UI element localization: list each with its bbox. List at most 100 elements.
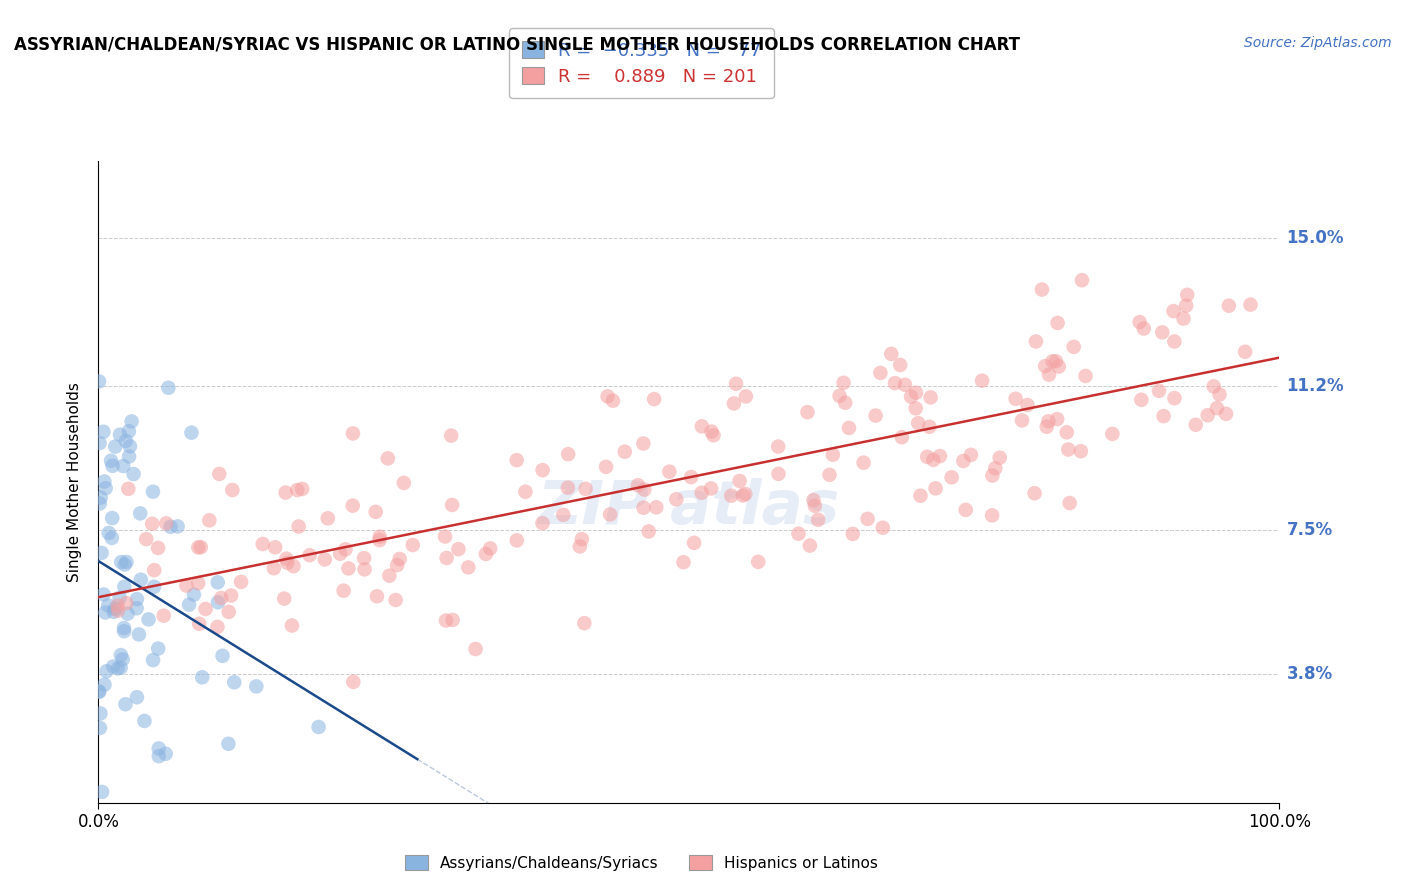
Point	[378, 568, 401, 582]
Point	[377, 451, 399, 466]
Point	[735, 389, 758, 403]
Point	[110, 661, 132, 675]
Point	[134, 714, 156, 728]
Point	[194, 602, 217, 616]
Point	[129, 573, 152, 587]
Point	[264, 541, 287, 555]
Point	[91, 785, 114, 799]
Point	[180, 425, 202, 440]
Point	[1070, 444, 1092, 458]
Point	[602, 393, 624, 408]
Point	[117, 482, 139, 496]
Point	[342, 674, 364, 689]
Point	[94, 606, 117, 620]
Point	[125, 690, 148, 705]
Point	[728, 474, 751, 488]
Point	[832, 376, 855, 390]
Point	[112, 458, 135, 473]
Point	[1239, 298, 1261, 312]
Point	[89, 496, 111, 510]
Point	[1042, 354, 1064, 368]
Point	[353, 551, 375, 566]
Point	[981, 508, 1004, 523]
Point	[107, 599, 129, 613]
Point	[263, 561, 285, 575]
Point	[434, 530, 457, 544]
Point	[637, 524, 659, 539]
Point	[93, 425, 115, 439]
Point	[101, 458, 124, 473]
Point	[112, 621, 135, 635]
Point	[146, 541, 169, 555]
Point	[787, 526, 810, 541]
Point	[314, 552, 336, 566]
Point	[724, 376, 747, 391]
Point	[464, 642, 486, 657]
Point	[148, 749, 170, 764]
Point	[245, 680, 267, 694]
Point	[1046, 412, 1069, 426]
Point	[842, 527, 865, 541]
Point	[1045, 354, 1067, 368]
Point	[281, 618, 304, 632]
Point	[681, 470, 703, 484]
Point	[117, 607, 139, 621]
Point	[1152, 326, 1174, 340]
Point	[941, 470, 963, 484]
Point	[1047, 359, 1070, 374]
Point	[342, 499, 364, 513]
Point	[1163, 304, 1185, 318]
Point	[658, 465, 681, 479]
Point	[683, 536, 706, 550]
Point	[112, 580, 135, 594]
Point	[110, 555, 132, 569]
Point	[1033, 359, 1056, 373]
Point	[910, 489, 932, 503]
Point	[143, 563, 166, 577]
Point	[613, 444, 636, 458]
Point	[1101, 426, 1123, 441]
Point	[553, 508, 575, 522]
Point	[633, 483, 655, 497]
Point	[208, 467, 231, 481]
Point	[384, 593, 406, 607]
Point	[364, 505, 387, 519]
Point	[952, 454, 974, 468]
Point	[93, 475, 115, 489]
Text: Source: ZipAtlas.com: Source: ZipAtlas.com	[1244, 36, 1392, 50]
Point	[115, 434, 138, 448]
Point	[643, 392, 665, 406]
Point	[880, 347, 903, 361]
Point	[595, 459, 617, 474]
Point	[273, 591, 295, 606]
Point	[1011, 413, 1033, 427]
Point	[122, 467, 145, 481]
Point	[440, 428, 463, 442]
Point	[108, 427, 131, 442]
Point	[821, 448, 844, 462]
Point	[441, 498, 464, 512]
Point	[125, 592, 148, 607]
Point	[114, 698, 136, 712]
Point	[766, 440, 789, 454]
Point	[1208, 387, 1230, 401]
Point	[115, 555, 138, 569]
Point	[457, 560, 479, 574]
Point	[207, 620, 229, 634]
Point	[633, 436, 655, 450]
Point	[166, 519, 188, 533]
Point	[436, 551, 458, 566]
Point	[869, 366, 891, 380]
Point	[702, 428, 724, 442]
Point	[1147, 384, 1170, 398]
Point	[447, 542, 470, 557]
Point	[221, 483, 243, 497]
Point	[856, 512, 879, 526]
Point	[94, 481, 117, 495]
Point	[93, 678, 115, 692]
Point	[574, 482, 596, 496]
Point	[700, 482, 723, 496]
Point	[574, 616, 596, 631]
Point	[531, 516, 554, 531]
Point	[101, 659, 124, 673]
